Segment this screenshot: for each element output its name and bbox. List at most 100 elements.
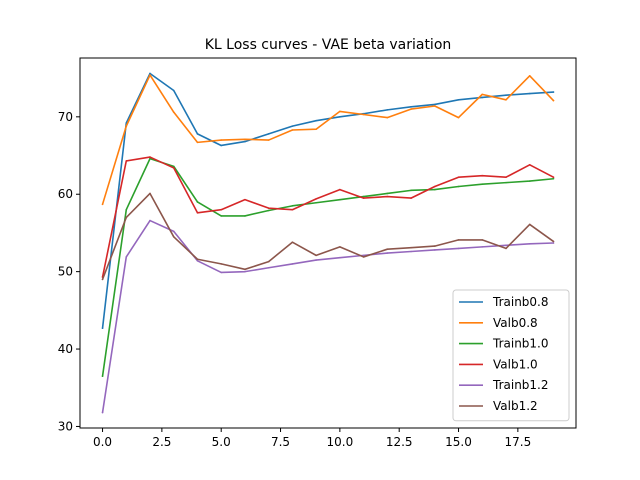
data-point [125,208,128,211]
data-point [386,192,389,195]
data-point [505,176,507,179]
data-point [410,189,412,192]
data-point [457,116,460,119]
y-tick-label: 70 [58,110,73,124]
data-point [457,185,460,188]
legend-label: Valb1.2 [493,399,538,413]
data-point [244,270,246,273]
series-line-Valb1.2 [101,192,555,281]
data-point [362,197,365,199]
legend-entry: Trainb1.2 [459,378,549,392]
data-point [528,223,531,226]
data-point [291,129,294,131]
legend-entry: Trainb0.8 [459,295,549,309]
data-point [220,139,223,141]
x-tick-label: 7.5 [271,435,290,449]
data-point [244,268,246,271]
data-point [244,198,246,201]
data-point [481,246,484,248]
data-point [315,198,317,200]
data-point [552,242,555,244]
data-point [528,92,531,95]
series-layer [101,72,555,414]
data-point [149,192,151,195]
y-tick-label: 50 [58,265,73,279]
legend-label: Trainb0.8 [492,295,549,309]
x-tick-label: 17.5 [504,435,531,449]
data-point [291,263,294,265]
x-tick-label: 0.0 [93,435,112,449]
data-point [481,239,484,241]
data-point [339,198,341,201]
data-point [101,327,104,329]
data-point [339,116,341,118]
series-Trainb1.0 [101,157,555,377]
series-Trainb1.2 [101,219,555,414]
data-point [433,105,436,107]
data-point [457,176,460,179]
data-point [196,133,199,135]
data-point [315,254,317,257]
data-point [149,156,151,158]
legend-label: Valb1.0 [493,357,538,371]
data-point [410,108,412,110]
data-point [291,205,294,207]
legend-label: Valb0.8 [493,316,538,330]
data-point [149,219,151,222]
data-point [267,133,270,135]
data-point [339,188,341,191]
data-point [172,111,175,113]
data-point [172,165,175,168]
data-point [315,259,317,261]
legend-label: Trainb1.0 [492,337,549,351]
data-point [339,246,341,248]
data-point [362,254,365,257]
data-point [220,208,223,211]
data-point [149,72,151,75]
data-point [196,260,199,262]
x-tick-label: 15.0 [445,435,472,449]
data-point [267,266,270,269]
ticks-layer: 0.0 2.5 5.0 7.5 10.0 12.5 15.0 17.5 30 40 50 60 70 [58,110,531,449]
data-point [101,278,104,281]
data-point [267,260,270,263]
data-point [457,239,460,241]
data-point [481,183,484,185]
data-point [433,249,436,251]
data-point [125,256,128,258]
data-point [220,263,223,265]
data-point [101,411,104,414]
data-point [315,201,317,204]
legend-entry: Valb0.8 [459,316,538,330]
data-point [505,94,507,96]
legend-entry: Valb1.0 [459,357,538,371]
series-line-Trainb1.0 [101,157,555,377]
data-point [267,209,270,212]
data-point [457,99,460,101]
data-point [172,89,175,92]
legend: Trainb0.8 Valb0.8 Trainb1.0 Valb1.0 Trainb1.… [452,289,570,422]
data-point [528,75,531,77]
data-point [457,247,460,250]
data-point [386,116,389,119]
y-tick-label: 30 [58,419,73,433]
data-point [172,236,175,238]
data-point [339,110,341,113]
x-tick-label: 2.5 [152,435,171,449]
data-point [505,247,507,250]
data-point [315,119,317,122]
data-point [244,215,246,217]
data-point [433,188,436,191]
series-line-Valb1.0 [101,156,555,278]
data-point [196,258,199,261]
data-point [528,242,531,245]
data-point [172,167,175,169]
data-point [528,180,531,182]
data-point [386,248,389,250]
data-point [552,240,555,243]
y-tick-label: 60 [58,187,73,201]
data-point [386,195,389,198]
x-tick-label: 12.5 [386,435,413,449]
data-point [220,215,223,217]
